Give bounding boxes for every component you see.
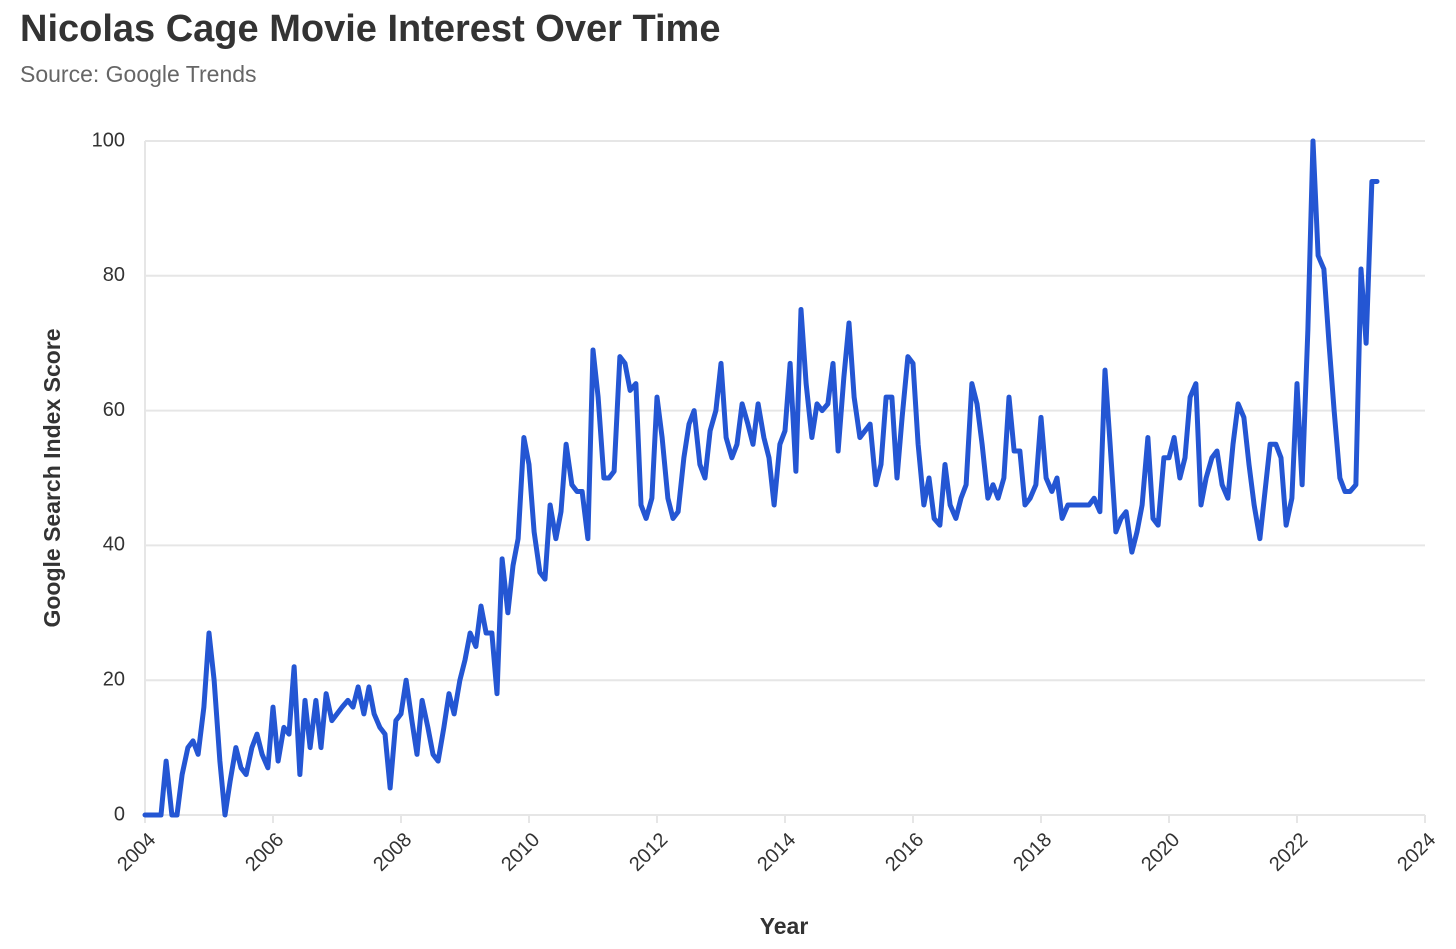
y-tick-label: 20 <box>103 668 125 690</box>
x-tick-label: 2020 <box>1137 829 1184 876</box>
x-tick-label: 2018 <box>1009 829 1056 876</box>
x-tick-label: 2014 <box>753 829 800 876</box>
x-tick-label: 2010 <box>497 829 544 876</box>
y-tick-label: 40 <box>103 534 125 556</box>
line-series <box>142 138 1380 818</box>
x-tick-label: 2024 <box>1393 829 1440 876</box>
y-axis-label: Google Search Index Score <box>39 328 65 627</box>
y-tick-label: 80 <box>103 264 125 286</box>
x-tick-label: 2006 <box>241 829 288 876</box>
y-tick-label: 100 <box>92 129 125 151</box>
x-tick-label: 2016 <box>881 829 928 876</box>
x-tick-label: 2012 <box>625 829 672 876</box>
y-tick-label: 0 <box>114 803 125 825</box>
x-tick-label: 2004 <box>113 829 160 876</box>
x-axis-label: Year <box>760 913 809 939</box>
chart-title: Nicolas Cage Movie Interest Over Time <box>20 8 720 50</box>
x-tick-label: 2008 <box>369 829 416 876</box>
y-tick-label: 60 <box>103 399 125 421</box>
x-tick-label: 2022 <box>1265 829 1312 876</box>
chart-subtitle: Source: Google Trends <box>20 61 257 87</box>
